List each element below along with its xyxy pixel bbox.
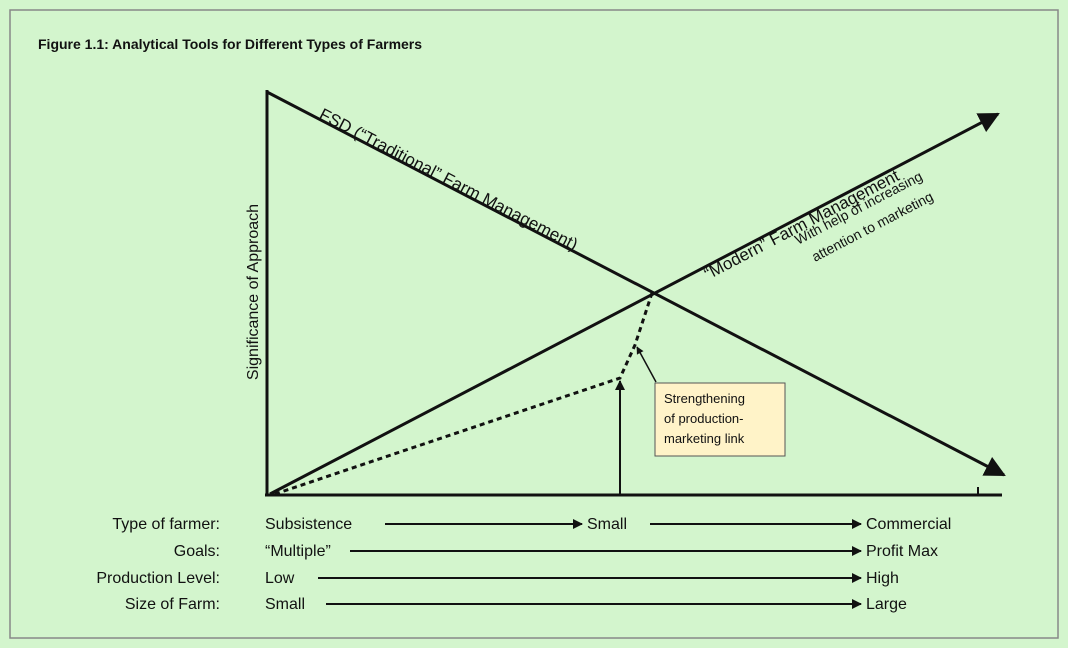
stage: Commercial	[866, 516, 951, 533]
stage: Low	[265, 570, 295, 587]
annotation-text: marketing link	[664, 431, 745, 446]
row-label: Type of farmer:	[112, 516, 220, 533]
row-label: Size of Farm:	[125, 596, 220, 613]
stage: Small	[587, 516, 627, 533]
annotation-text: Strengthening	[664, 391, 745, 406]
annotation-box	[654, 382, 786, 457]
row-label: Goals:	[174, 543, 220, 560]
annotation-text: of production-	[664, 411, 744, 426]
modern-line	[269, 112, 1000, 496]
stage: “Multiple”	[265, 543, 331, 560]
title: Figure 1.1: Analytical Tools for Differe…	[38, 36, 422, 52]
stage: High	[866, 570, 899, 587]
dotted-path	[274, 292, 654, 496]
stage: Profit Max	[866, 543, 938, 560]
stage: Large	[866, 596, 907, 613]
y-axis-label: Significance of Approach	[245, 204, 262, 380]
stage: Subsistence	[265, 516, 352, 533]
row-label: Production Level:	[96, 570, 220, 587]
stage: Small	[265, 596, 305, 613]
frame	[9, 9, 1059, 639]
annotation-arrow	[636, 346, 657, 383]
fsd-line	[266, 90, 1006, 477]
